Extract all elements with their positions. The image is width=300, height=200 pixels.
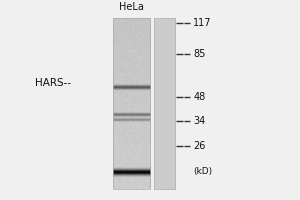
Text: 117: 117 xyxy=(193,18,212,28)
Text: HARS--: HARS-- xyxy=(35,78,71,88)
Bar xyxy=(154,18,176,189)
Text: 26: 26 xyxy=(193,141,206,151)
Bar xyxy=(113,18,150,189)
Text: 34: 34 xyxy=(193,116,206,126)
Text: 85: 85 xyxy=(193,49,206,59)
Text: HeLa: HeLa xyxy=(119,2,144,12)
Text: (kD): (kD) xyxy=(193,167,212,176)
Text: 48: 48 xyxy=(193,92,206,102)
